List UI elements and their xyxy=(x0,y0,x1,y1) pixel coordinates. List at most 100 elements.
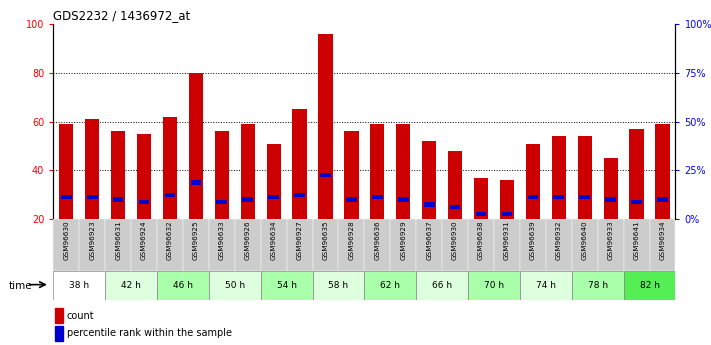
Text: GSM96928: GSM96928 xyxy=(348,220,354,260)
Bar xyxy=(157,219,183,271)
Bar xyxy=(520,219,546,271)
Bar xyxy=(416,219,442,271)
Bar xyxy=(55,308,63,323)
Bar xyxy=(191,180,201,185)
Text: count: count xyxy=(67,310,94,321)
Bar xyxy=(372,195,383,199)
Bar xyxy=(188,73,203,219)
Bar xyxy=(448,151,462,219)
Text: GSM96934: GSM96934 xyxy=(660,220,665,260)
Bar xyxy=(629,129,643,219)
Text: GSM96633: GSM96633 xyxy=(219,220,225,260)
Text: 82 h: 82 h xyxy=(639,281,660,290)
Bar xyxy=(572,219,598,271)
Bar xyxy=(528,195,538,199)
Bar xyxy=(624,219,650,271)
Text: GSM96923: GSM96923 xyxy=(89,220,95,260)
Text: GSM96631: GSM96631 xyxy=(115,220,121,260)
Bar xyxy=(424,202,434,207)
Bar xyxy=(546,219,572,271)
Bar xyxy=(605,197,616,202)
Text: GSM96930: GSM96930 xyxy=(452,220,458,260)
Bar xyxy=(105,271,157,300)
Bar xyxy=(338,219,364,271)
Bar xyxy=(137,134,151,219)
Bar xyxy=(364,219,390,271)
Bar xyxy=(313,219,338,271)
Bar xyxy=(235,219,261,271)
Bar xyxy=(157,271,209,300)
Bar xyxy=(398,197,409,202)
Bar xyxy=(268,195,279,199)
Bar xyxy=(59,124,73,219)
Bar xyxy=(242,197,253,202)
Text: GSM96630: GSM96630 xyxy=(63,220,69,260)
Bar xyxy=(422,141,437,219)
Bar xyxy=(553,195,564,199)
Bar xyxy=(598,219,624,271)
Text: 46 h: 46 h xyxy=(173,281,193,290)
Text: 74 h: 74 h xyxy=(536,281,556,290)
Text: GSM96639: GSM96639 xyxy=(530,220,536,260)
Text: GSM96925: GSM96925 xyxy=(193,220,199,260)
Bar xyxy=(53,219,79,271)
Text: GSM96634: GSM96634 xyxy=(271,220,277,260)
Text: GSM96632: GSM96632 xyxy=(167,220,173,260)
Text: GSM96637: GSM96637 xyxy=(426,220,432,260)
Bar xyxy=(320,173,331,177)
Text: 66 h: 66 h xyxy=(432,281,452,290)
Bar xyxy=(650,219,675,271)
Bar xyxy=(87,195,97,199)
Bar xyxy=(624,271,675,300)
Bar xyxy=(450,205,461,209)
Bar xyxy=(111,131,125,219)
Bar xyxy=(267,144,281,219)
Bar xyxy=(85,119,100,219)
Bar xyxy=(474,178,488,219)
Bar xyxy=(216,200,227,204)
Bar xyxy=(131,219,157,271)
Bar xyxy=(579,195,590,199)
Bar xyxy=(215,131,229,219)
Bar xyxy=(396,124,410,219)
Bar xyxy=(344,131,358,219)
Text: 54 h: 54 h xyxy=(277,281,296,290)
Bar xyxy=(287,219,313,271)
Text: GSM96924: GSM96924 xyxy=(141,220,147,260)
Bar xyxy=(468,271,520,300)
Bar xyxy=(294,193,305,197)
Bar xyxy=(390,219,416,271)
Bar xyxy=(520,271,572,300)
Bar xyxy=(364,271,416,300)
Text: GSM96931: GSM96931 xyxy=(504,220,510,260)
Text: GSM96640: GSM96640 xyxy=(582,220,588,260)
Bar xyxy=(604,158,618,219)
Text: GSM96932: GSM96932 xyxy=(556,220,562,260)
Text: GSM96926: GSM96926 xyxy=(245,220,251,260)
Bar xyxy=(656,124,670,219)
Text: time: time xyxy=(9,282,32,291)
Bar xyxy=(476,212,486,216)
Bar xyxy=(61,195,72,199)
Bar xyxy=(292,109,306,219)
Bar xyxy=(416,271,468,300)
Text: GSM96635: GSM96635 xyxy=(323,220,328,260)
Bar xyxy=(165,193,176,197)
Bar xyxy=(468,219,494,271)
Bar xyxy=(442,219,468,271)
Bar xyxy=(105,219,131,271)
Bar xyxy=(552,136,566,219)
Bar xyxy=(370,124,385,219)
Bar xyxy=(55,326,63,341)
Bar xyxy=(209,219,235,271)
Bar xyxy=(261,271,313,300)
Bar xyxy=(572,271,624,300)
Bar xyxy=(631,200,642,204)
Bar xyxy=(53,271,105,300)
Bar xyxy=(502,212,513,216)
Text: 38 h: 38 h xyxy=(69,281,90,290)
Bar xyxy=(319,34,333,219)
Bar xyxy=(113,197,124,202)
Bar xyxy=(313,271,364,300)
Bar xyxy=(183,219,209,271)
